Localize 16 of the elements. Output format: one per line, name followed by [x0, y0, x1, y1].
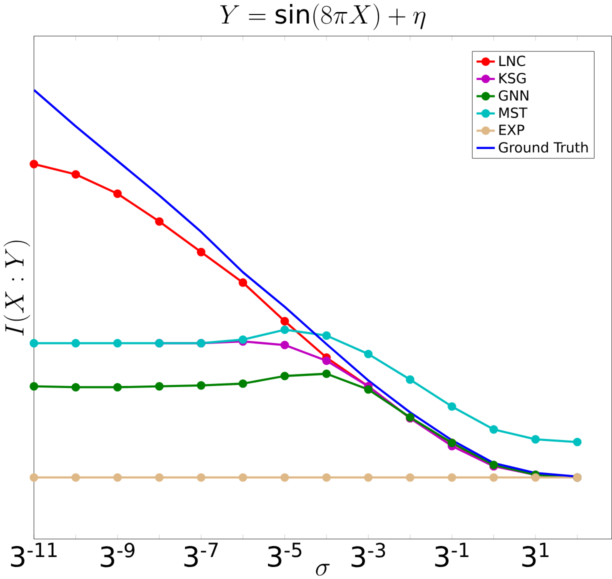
x-tick-label: 3$^{-5}$	[268, 542, 302, 568]
legend-label: Ground Truth	[498, 142, 588, 153]
legend-label: LNC	[499, 56, 526, 66]
x-tick-label: 3$^{1}$	[522, 542, 548, 568]
legend-label: KSG	[499, 72, 526, 84]
x-axis-title: $\sigma$	[316, 564, 330, 576]
x-tick-label: 3$^{-11}$	[11, 542, 57, 568]
x-tick-label: 3$^{-3}$	[352, 542, 386, 568]
x-tick-label: 3$^{-9}$	[100, 542, 134, 568]
chart-title: $Y=\sin(8\pi X)+\eta$	[220, 4, 426, 30]
legend-label: GNN	[498, 90, 528, 101]
x-tick-label: 3$^{-7}$	[184, 542, 218, 568]
legend-label: MST	[499, 108, 528, 118]
y-axis-title: $I(X:Y)$	[4, 240, 30, 336]
x-tick-label: 3$^{-1}$	[435, 542, 468, 568]
legend-label: EXP	[499, 124, 524, 135]
